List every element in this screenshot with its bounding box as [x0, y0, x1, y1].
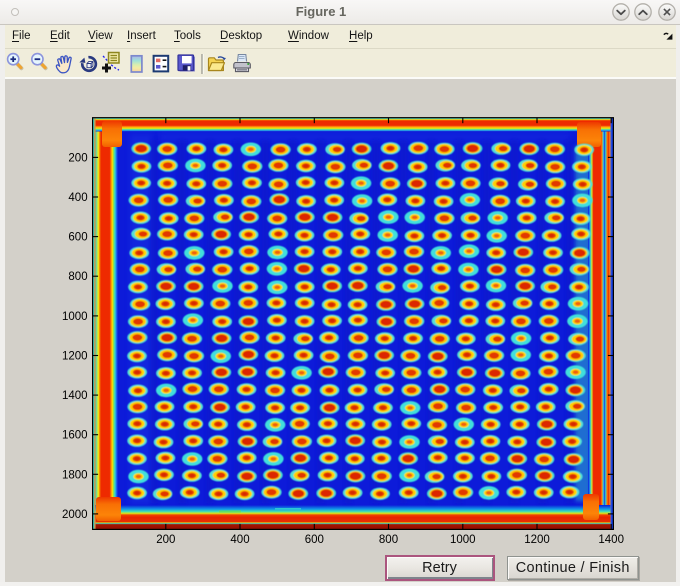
svg-text:2000: 2000: [62, 509, 88, 521]
svg-text:1400: 1400: [598, 534, 624, 546]
svg-text:200: 200: [156, 534, 175, 546]
svg-text:800: 800: [379, 534, 398, 546]
svg-text:200: 200: [68, 152, 87, 164]
svg-text:1000: 1000: [62, 311, 88, 323]
svg-text:600: 600: [305, 534, 324, 546]
svg-text:800: 800: [68, 271, 87, 283]
svg-text:400: 400: [68, 192, 87, 204]
svg-text:1800: 1800: [62, 469, 88, 481]
svg-text:1400: 1400: [62, 390, 88, 402]
svg-text:600: 600: [68, 232, 87, 244]
svg-text:1600: 1600: [62, 430, 88, 442]
svg-text:1000: 1000: [450, 534, 476, 546]
svg-text:400: 400: [230, 534, 249, 546]
svg-text:1200: 1200: [62, 351, 88, 363]
svg-text:1200: 1200: [524, 534, 550, 546]
